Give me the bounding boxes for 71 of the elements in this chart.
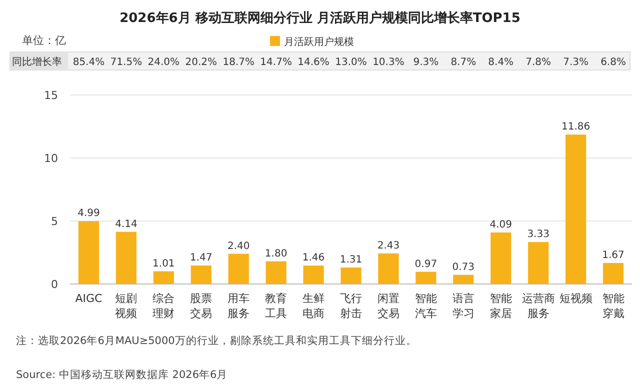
text: 14.6%: [298, 57, 330, 68]
bar: [303, 266, 324, 284]
text: 7.8%: [526, 57, 552, 68]
bar: [528, 242, 549, 284]
bar: [266, 261, 286, 284]
x-tick-label: 教育工具: [265, 292, 288, 320]
bar: [565, 134, 586, 284]
bar: [490, 232, 512, 284]
x-tick-label: 闲置交易: [377, 292, 400, 320]
data-label: 1.80: [264, 248, 288, 260]
x-tick-label: 智能汽车: [414, 292, 437, 320]
legend-label: 月活跃用户规模: [284, 36, 354, 48]
text: 13.0%: [335, 57, 367, 68]
x-tick-label: 综合理财: [152, 292, 175, 320]
text: 20.2%: [185, 57, 218, 68]
x-tick-label: 运营商服务: [522, 292, 555, 320]
bar: [453, 274, 474, 284]
bar: [378, 253, 399, 284]
text: 71.5%: [110, 57, 142, 68]
text: 8.7%: [450, 57, 476, 68]
text: 10.3%: [372, 57, 404, 68]
text: 同比增长率: [12, 56, 62, 68]
text: 注：选取2026年6月MAU≥5000万的行业，剔除系统工具和实用工具下细分行业。: [16, 334, 417, 347]
data-label: 1.47: [190, 252, 212, 264]
bar: [153, 271, 174, 284]
text: 14.7%: [260, 57, 292, 68]
legend: 月活跃用户规模: [270, 36, 354, 48]
bar: [116, 232, 137, 284]
text: 9.3%: [413, 57, 439, 68]
data-label: 3.33: [527, 229, 550, 240]
bar: [416, 272, 436, 284]
x-tick-label: 生鲜电商: [302, 292, 325, 320]
bar: [78, 221, 100, 284]
data-label: 1.01: [152, 258, 175, 270]
y-axis-title: 单位：亿: [22, 34, 66, 47]
y-tick-label: 10: [44, 152, 58, 165]
y-tick-label: 15: [44, 89, 58, 102]
data-label: 2.40: [227, 240, 250, 252]
bar: [602, 262, 624, 284]
data-label: 2.43: [377, 240, 400, 252]
bar: [190, 265, 212, 284]
text: 7.3%: [563, 57, 589, 68]
text: 6.8%: [600, 57, 626, 68]
text: 18.7%: [222, 57, 254, 68]
x-tick-label: 股票交易: [190, 292, 212, 320]
chart-title: 2026年6月 移动互联网细分行业 月活跃用户规模同比增长率TOP15: [120, 10, 520, 26]
y-tick-label: 5: [51, 215, 58, 228]
x-tick-label: 短剧视频: [115, 292, 138, 320]
data-label: 1.31: [340, 254, 362, 266]
data-label: 4.99: [78, 208, 100, 220]
data-label: 4.09: [490, 219, 512, 230]
x-tick-label: 语言学习: [452, 292, 474, 320]
data-label: 1.67: [602, 250, 624, 261]
x-tick-label: 短视频: [559, 292, 592, 305]
bar: [340, 267, 362, 284]
data-label: 1.46: [302, 252, 325, 264]
x-tick-label: AIGC: [75, 292, 103, 305]
text: 8.4%: [488, 57, 514, 68]
x-tick-label: 用车服务: [228, 292, 250, 320]
x-tick-label: 智能家居: [490, 292, 512, 320]
source-note: Source: 中国移动互联网数据库 2026年6月: [16, 368, 228, 381]
data-label: 4.14: [115, 218, 138, 230]
x-tick-label: 智能穿戴: [602, 292, 624, 320]
data-label: 0.97: [414, 258, 438, 270]
text: 85.4%: [72, 57, 105, 68]
bar: [228, 254, 249, 284]
y-tick-label: 0: [51, 278, 58, 291]
data-label: 0.73: [452, 262, 475, 273]
data-label: 11.86: [561, 122, 590, 133]
x-tick-label: 飞行射击: [340, 292, 362, 320]
text: 24.0%: [148, 57, 180, 68]
